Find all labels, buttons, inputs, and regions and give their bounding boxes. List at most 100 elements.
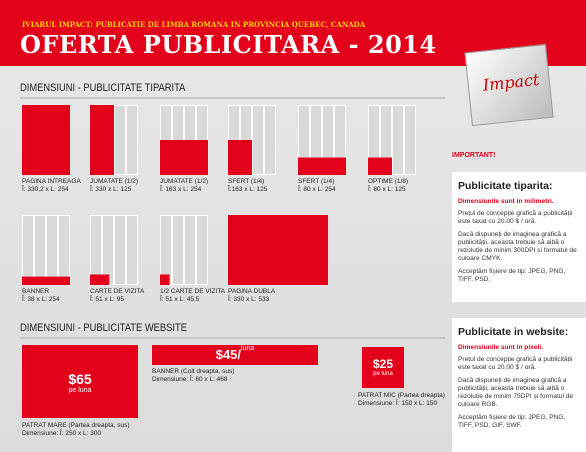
thumb-ad-area — [228, 215, 328, 285]
page-thumbnail — [160, 105, 208, 175]
thumb-column — [127, 216, 137, 284]
web-ad: $65 pe luna — [22, 345, 138, 418]
thumb-column — [381, 106, 391, 174]
item-name: SFERT (1/4) — [298, 178, 335, 185]
ad-name: BANNER (Colt dreapta, sus) — [152, 368, 235, 375]
web-ad: $45/luna — [152, 345, 318, 365]
paragraph: Prețul de concepție grafică a publicităț… — [458, 210, 573, 225]
rule — [20, 337, 445, 339]
box-highlight: Dimensiunile sunt in pixeli. — [458, 344, 544, 351]
ad-size: Dimensiune: Î: 60 x L: 468 — [152, 376, 228, 383]
thumb-column — [323, 106, 333, 174]
info-box: Publicitate tiparita: Dimensiunile sunt … — [452, 172, 586, 302]
section-heading: DIMENSIUNI - PUBLICITATE TIPARITA — [20, 82, 186, 94]
ad-size: Dimensiune: Î: 250 x L: 300 — [22, 430, 102, 437]
page-thumbnail — [90, 105, 138, 175]
thumb-column — [161, 216, 171, 284]
item-name: CARTE DE VIZITA — [90, 288, 145, 295]
important: IMPORTANT! — [452, 152, 496, 159]
page-thumbnail — [298, 105, 346, 175]
logo: Impact — [464, 43, 554, 127]
title: OFERTA PUBLICITARA - 2014 — [20, 30, 437, 59]
item-size: Î: 163 x L: 254 — [160, 186, 202, 193]
thumb-column — [91, 216, 101, 284]
thumb-column — [311, 106, 321, 174]
price: $45/ — [215, 347, 242, 362]
page-thumbnail — [228, 105, 276, 175]
paragraph: Acceptăm fișiere de tip: JPEG, PNG, TIFF… — [458, 414, 566, 429]
thumb-ad-area — [160, 274, 170, 285]
thumb-column — [103, 216, 113, 284]
thumb-ad-area — [228, 140, 252, 175]
item-name: OPTIME (1/8) — [368, 178, 409, 185]
thumb-ad-area — [160, 140, 208, 175]
price-unit: pe luna — [68, 387, 92, 394]
thumb-column — [253, 106, 263, 174]
item-size: Î: 51 x L: 95 — [90, 296, 124, 303]
box-title: Publicitate tiparita: — [458, 180, 553, 192]
thumb-ad-area — [22, 105, 70, 175]
page-thumbnail — [368, 105, 416, 175]
item-name: BANNER — [22, 288, 50, 295]
item-name: PAGINA DUBLA — [228, 288, 276, 295]
thumb-column — [265, 106, 275, 174]
price: $65 — [68, 371, 92, 387]
thumb-column — [369, 106, 379, 174]
thumb-column — [115, 106, 125, 174]
paragraph: Acceptăm fișiere de tip: JPEG, PNG, TIFF… — [458, 268, 566, 283]
web-ad: $25 pe luna — [362, 347, 404, 388]
paragraph: Prețul de concepție grafică a publicităț… — [458, 356, 573, 371]
item-size: Î:163 x L: 125 — [228, 186, 268, 193]
paragraph: Dacă dispuneți de imaginea grafică a pub… — [458, 377, 574, 408]
item-name: JUMATATE (1/2) — [90, 178, 139, 185]
item-size: Î: 330,2 x L: 254 — [22, 186, 69, 193]
rule — [20, 97, 445, 99]
thumb-column — [405, 106, 415, 174]
thumb-column — [299, 106, 309, 174]
item-name: SFERT (1/4) — [228, 178, 265, 185]
price-unit: luna — [241, 345, 255, 352]
ad-size: Dimensiune: Î: 150 x L: 150 — [358, 400, 438, 407]
thumb-column — [185, 216, 195, 284]
item-name: 1/2 CARTE DE VIZITA — [160, 288, 226, 295]
logo-text: Impact — [481, 69, 541, 95]
page-thumbnail — [22, 215, 70, 285]
item-size: Î: 80 x L: 254 — [298, 186, 336, 193]
thumb-ad-area — [90, 274, 110, 285]
thumb-column — [335, 106, 345, 174]
thumb-column — [23, 216, 33, 284]
page-thumbnail — [228, 215, 328, 285]
thumb-ad-area — [90, 105, 114, 175]
page-thumbnail — [160, 215, 208, 285]
thumb-ad-area — [298, 157, 346, 175]
info-box: Publicitate in website: Dimensiunile sun… — [452, 318, 586, 452]
ad-name: PATRAT MIC (Partea dreapta) — [358, 392, 445, 399]
thumb-column — [393, 106, 403, 174]
item-size: Î: 330 x L: 533 — [228, 296, 270, 303]
item-size: Î: 80 x L: 125 — [368, 186, 406, 193]
thumb-column — [115, 216, 125, 284]
page-thumbnail — [90, 215, 138, 285]
page-thumbnail — [22, 105, 70, 175]
section-heading: DIMENSIUNI - PUBLICITATE WEBSITE — [20, 322, 187, 334]
item-size: Î: 330 x L: 125 — [90, 186, 132, 193]
box-title: Publicitate in website: — [458, 326, 569, 338]
thumb-ad-area — [368, 157, 392, 175]
paragraph: Dacă dispuneți de imaginea grafică a pub… — [458, 231, 577, 262]
box-highlight: Dimensiunile sunt in milimetri. — [458, 198, 554, 205]
subtitle: IVIARUL IMPACT: PUBLICATIE DE LIMBA ROMA… — [22, 20, 366, 29]
item-name: PAGINA INTREAGA — [22, 178, 81, 185]
price: $25 — [372, 357, 394, 371]
item-size: Î: 38 x L: 254 — [22, 296, 60, 303]
ad-name: PATRAT MARE (Partea dreapta, sus) — [22, 422, 130, 429]
item-size: Î: 51 x L: 45.5 — [160, 296, 200, 303]
thumb-ad-area — [22, 276, 70, 285]
thumb-column — [197, 216, 207, 284]
price-unit: pe luna — [373, 371, 393, 377]
thumb-column — [47, 216, 57, 284]
thumb-column — [173, 216, 183, 284]
item-name: JUMATATE (1/2) — [160, 178, 209, 185]
thumb-column — [35, 216, 45, 284]
thumb-column — [59, 216, 69, 284]
